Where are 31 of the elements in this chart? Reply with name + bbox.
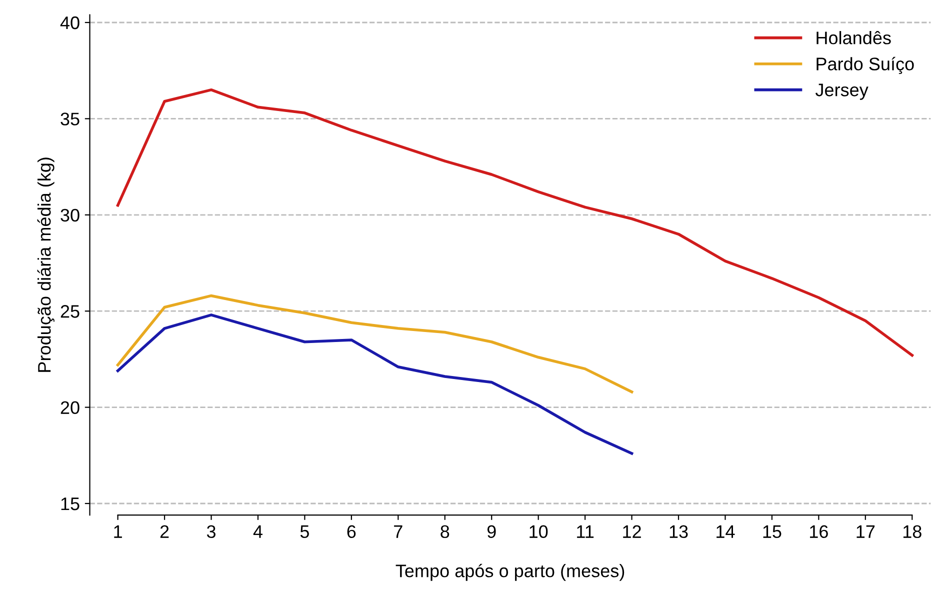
x-tick-label: 5 [300, 525, 309, 538]
x-tick-label: 1 [114, 525, 122, 538]
x-tick-label: 10 [530, 525, 548, 538]
x-tick-label: 11 [577, 525, 594, 538]
x-tick-label: 4 [253, 525, 262, 538]
x-tick-label: 16 [810, 525, 828, 538]
y-axis-title: Produção diária média (kg) [37, 158, 54, 372]
legend-label: Pardo Suíço [816, 56, 914, 74]
x-axis-title: Tempo após o parto (meses) [396, 564, 624, 581]
y-tick-label: 30 [60, 208, 80, 222]
x-tick-label: 7 [394, 525, 402, 538]
x-tick-label: 8 [440, 525, 450, 538]
y-tick-label: 20 [60, 401, 80, 414]
y-tick-label: 25 [60, 305, 80, 318]
line-series [116, 294, 634, 394]
x-tick-label: 3 [206, 525, 216, 538]
x-tick-label: 2 [160, 525, 169, 538]
y-tick-label: 35 [60, 112, 80, 126]
x-tick-label: 13 [670, 525, 688, 538]
legend-label: Jersey [815, 84, 868, 100]
legend-label: Holandês [816, 30, 891, 44]
x-tick-label: 6 [347, 525, 356, 538]
y-tick-label: 15 [61, 498, 80, 510]
x-tick-label: 9 [487, 525, 496, 538]
x-tick-label: 18 [903, 525, 922, 538]
line-series [116, 314, 634, 455]
x-tick-label: 12 [623, 525, 641, 538]
x-tick-label: 15 [763, 525, 782, 538]
x-tick-label: 14 [716, 525, 735, 538]
y-tick-label: 40 [60, 16, 80, 30]
x-tick-label: 17 [856, 525, 875, 538]
